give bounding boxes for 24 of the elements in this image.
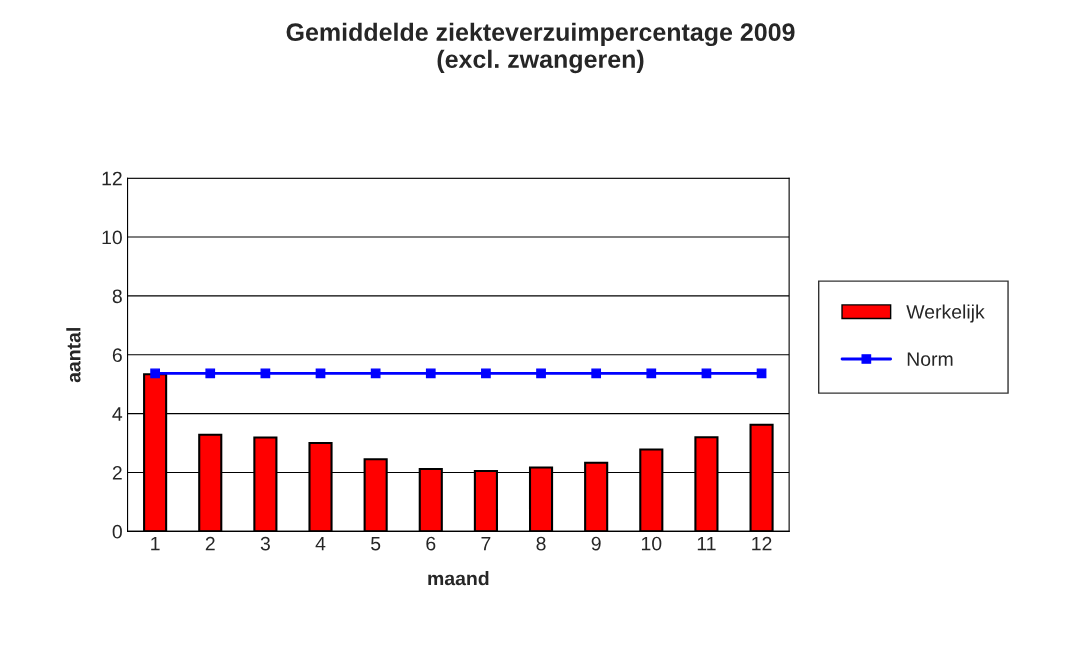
x-axis-title: maand: [428, 571, 489, 586]
x-tick-label: 10: [641, 536, 662, 551]
chart-title: Gemiddelde ziekteverzuimpercentage 2009 (excl. zwangeren): [286, 22, 795, 74]
x-tick-label: 12: [752, 536, 772, 551]
y-tick-label: 2: [112, 465, 122, 480]
y-axis-title: aantal: [66, 328, 81, 383]
x-tick-label: 1: [151, 536, 160, 551]
x-tick-label: 7: [481, 536, 491, 551]
x-tick-label: 5: [371, 536, 381, 551]
x-tick-label: 11: [697, 536, 716, 551]
legend-label: Norm: [907, 352, 953, 366]
y-tick-label: 6: [112, 348, 122, 363]
y-tick-label: 8: [112, 289, 122, 304]
legend-label: Werkelijk: [906, 304, 985, 323]
x-tick-label: 6: [426, 536, 436, 551]
y-tick-label: 10: [102, 230, 122, 245]
y-tick-label: 12: [102, 171, 122, 186]
x-tick-label: 3: [260, 536, 270, 551]
x-tick-label: 2: [205, 536, 215, 551]
x-tick-label: 4: [315, 536, 326, 551]
x-tick-label: 9: [591, 536, 601, 551]
x-tick-label: 8: [536, 536, 546, 551]
y-tick-label: 0: [112, 524, 122, 539]
y-tick-label: 4: [112, 407, 123, 421]
